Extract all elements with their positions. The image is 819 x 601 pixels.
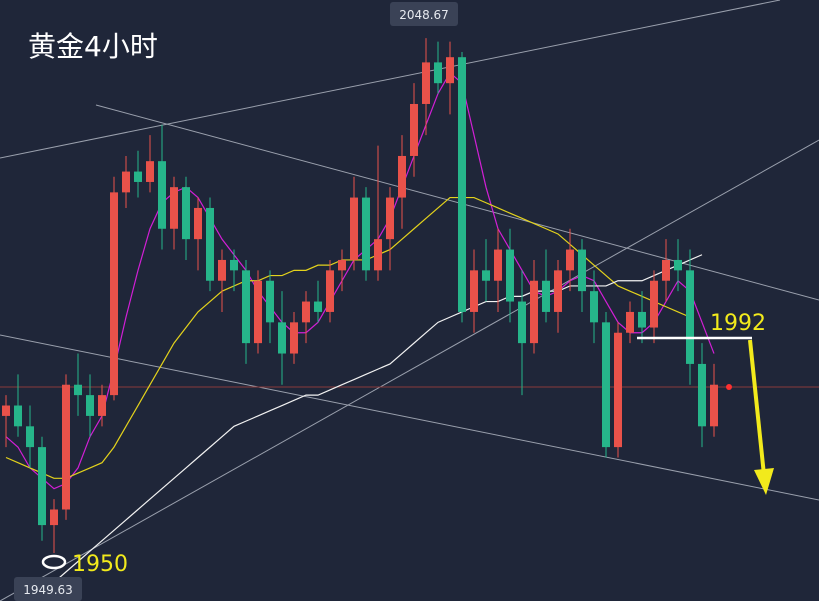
- ma-line: [31, 254, 703, 601]
- candle-body: [146, 161, 154, 182]
- trend-line: [0, 0, 781, 159]
- candle-body: [350, 197, 358, 260]
- candle-body: [698, 363, 706, 427]
- candle-body: [134, 171, 142, 182]
- arrow-head: [754, 468, 774, 495]
- candle-body: [242, 270, 250, 344]
- candle-body: [470, 270, 478, 312]
- candle-body: [518, 301, 526, 344]
- candle-body: [2, 405, 10, 416]
- candle-body: [362, 197, 370, 271]
- candle-body: [566, 249, 574, 271]
- candle-body: [398, 155, 406, 198]
- candle-body: [530, 280, 538, 344]
- candle-body: [650, 280, 658, 328]
- candle-body: [710, 384, 718, 427]
- trend-line: [0, 139, 819, 601]
- candle-body: [602, 322, 610, 448]
- candle-body: [374, 239, 382, 271]
- candle-body: [122, 171, 130, 193]
- candle-body: [14, 405, 22, 427]
- candle-body: [578, 249, 586, 292]
- candle-body: [110, 192, 118, 396]
- candle-body: [266, 280, 274, 323]
- candle-body: [662, 259, 670, 281]
- candle-body: [182, 187, 190, 240]
- candle-body: [674, 259, 682, 271]
- trend-line: [95, 104, 819, 301]
- candle-body: [386, 197, 394, 240]
- candle-body: [194, 207, 202, 240]
- candle-body: [230, 259, 238, 271]
- candle-body: [50, 509, 58, 526]
- candle-body: [62, 384, 70, 510]
- cursor: [726, 384, 732, 390]
- low-marker: [41, 554, 67, 570]
- chart-title: 黄金4小时: [28, 30, 158, 63]
- candle-body: [218, 259, 226, 281]
- candle-body: [254, 280, 262, 344]
- candle-body: [482, 270, 490, 281]
- candle-body: [314, 301, 322, 312]
- candle-body: [590, 291, 598, 323]
- candle-body: [626, 311, 634, 333]
- ma-line: [5, 196, 691, 479]
- candle-body: [614, 332, 622, 448]
- low-label: 1949.63: [23, 583, 73, 597]
- candle-body: [434, 62, 442, 84]
- candle-body: [26, 426, 34, 448]
- candle-body: [302, 301, 310, 323]
- level-label: 1992: [710, 311, 766, 336]
- candle-body: [278, 322, 286, 354]
- candle-body: [410, 103, 418, 156]
- candle-body: [86, 395, 94, 416]
- candle-body: [206, 207, 214, 281]
- candle-body: [38, 447, 46, 526]
- label-box: [14, 577, 82, 601]
- trend-line: [0, 334, 819, 501]
- candle-body: [446, 57, 454, 84]
- candle-body: [494, 249, 502, 281]
- candle-body: [506, 249, 514, 302]
- candle-body: [158, 161, 166, 229]
- candle-body: [458, 57, 466, 312]
- candle-body: [98, 395, 106, 416]
- candle-body: [74, 384, 82, 396]
- candle-body: [686, 270, 694, 364]
- candle-body: [170, 187, 178, 229]
- ma-line: [5, 71, 715, 490]
- candle-body: [638, 311, 646, 328]
- high-label: 2048.67: [399, 8, 449, 22]
- candle-body: [542, 280, 550, 312]
- candle-body: [554, 270, 562, 312]
- level-label: 1950: [72, 552, 128, 577]
- candle-body: [338, 259, 346, 271]
- label-box: [390, 2, 458, 26]
- plot: [2, 38, 718, 601]
- candle-body: [290, 322, 298, 354]
- arrow: [748, 339, 766, 476]
- candle-body: [326, 270, 334, 312]
- candle-body: [422, 62, 430, 104]
